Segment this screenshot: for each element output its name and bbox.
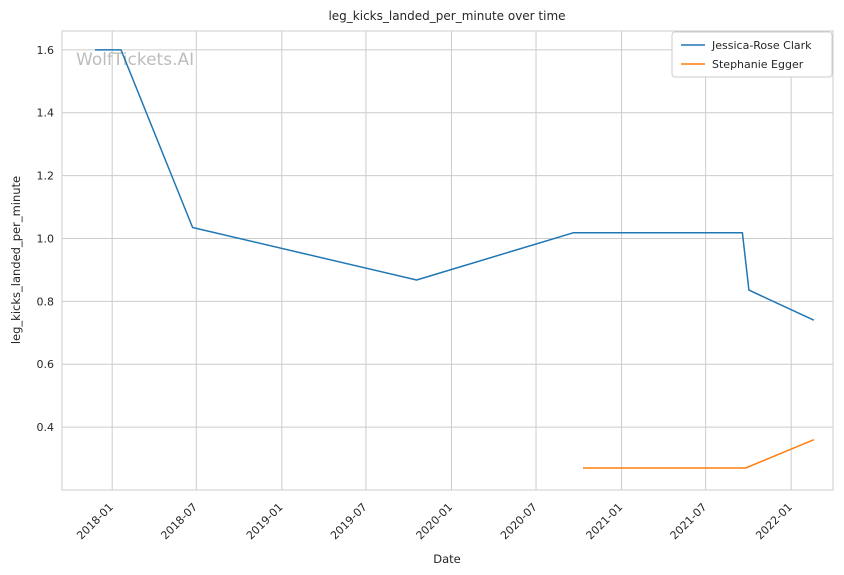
series-line-stephanie-egger [583,439,815,469]
y-axis-title: leg_kicks_landed_per_minute [9,176,23,344]
chart-title: leg_kicks_landed_per_minute over time [328,9,565,23]
plot-frame [61,30,834,491]
y-tick-label: 0.4 [37,421,55,434]
series-layer [95,49,815,469]
legend-label-stephanie-egger: Stephanie Egger [712,58,804,71]
legend-label-jessica-rose-clark: Jessica-Rose Clark [711,39,812,52]
watermark: WolfTickets.AI [76,50,194,70]
y-tick-label: 1.0 [37,232,55,245]
y-tick-label: 1.2 [37,170,55,183]
y-tick-label: 0.8 [37,295,55,308]
x-axis-title: Date [433,552,461,566]
legend: Jessica-Rose Clark Stephanie Egger [671,31,833,78]
series-line-jessica-rose-clark [95,49,815,321]
y-tick-label: 0.6 [37,358,55,371]
grid-layer [62,31,833,490]
y-tick-label: 1.6 [37,44,55,57]
y-axis-ticks: 0.4 0.6 0.8 1.0 1.2 1.4 1.6 [37,44,55,434]
y-tick-label: 1.4 [37,107,55,120]
plot-border [61,30,834,491]
legend-box [671,31,833,78]
